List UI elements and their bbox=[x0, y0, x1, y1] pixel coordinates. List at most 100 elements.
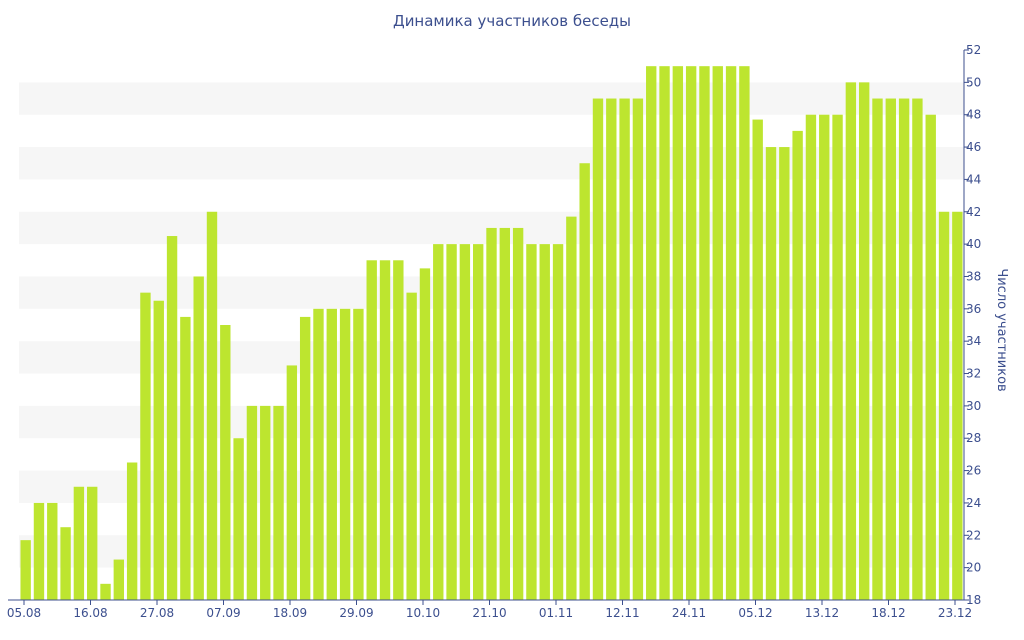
y-axis-ticks: 18 20 22 24 26 28 30 32 34 36 38 40 42 44 46 48 50 52 bbox=[964, 43, 981, 607]
bar bbox=[579, 163, 590, 600]
bar bbox=[925, 114, 936, 601]
x-tick-label: 05.08 bbox=[7, 606, 41, 620]
bar bbox=[779, 147, 790, 600]
bar bbox=[472, 244, 484, 600]
grid-band bbox=[19, 82, 964, 115]
x-tick-label: 21.10 bbox=[472, 606, 506, 620]
bar bbox=[659, 66, 670, 601]
bar bbox=[832, 114, 843, 601]
x-tick-label: 29.09 bbox=[339, 606, 373, 620]
x-tick-label: 16.08 bbox=[73, 606, 107, 620]
bar bbox=[366, 260, 377, 600]
bar bbox=[459, 244, 471, 600]
bar bbox=[206, 211, 218, 600]
x-tick-label: 13.12 bbox=[805, 606, 839, 620]
x-tick-label: 23.12 bbox=[938, 606, 972, 620]
bar bbox=[938, 211, 950, 600]
bars bbox=[20, 66, 963, 601]
bar bbox=[672, 66, 684, 601]
bar bbox=[100, 583, 111, 600]
y-tick-label: 20 bbox=[966, 561, 981, 575]
bar bbox=[260, 405, 271, 600]
y-tick-label: 28 bbox=[966, 431, 981, 445]
bar bbox=[632, 98, 644, 600]
bar bbox=[592, 98, 604, 600]
bar bbox=[313, 308, 324, 600]
x-tick-label: 27.08 bbox=[140, 606, 174, 620]
bar bbox=[60, 527, 71, 600]
y-tick-label: 40 bbox=[966, 237, 981, 251]
y-tick-label: 30 bbox=[966, 399, 981, 413]
bar bbox=[685, 66, 697, 601]
y-tick-label: 46 bbox=[966, 140, 981, 154]
bar bbox=[153, 300, 164, 600]
bar bbox=[326, 308, 337, 600]
bar bbox=[539, 244, 550, 600]
y-tick-label: 42 bbox=[966, 205, 981, 219]
bar bbox=[419, 268, 431, 600]
bar bbox=[140, 292, 151, 600]
bar bbox=[619, 98, 630, 600]
bar bbox=[872, 98, 883, 600]
y-tick-label: 22 bbox=[966, 528, 981, 542]
bar bbox=[180, 316, 191, 600]
y-tick-label: 18 bbox=[966, 593, 981, 607]
bar bbox=[20, 540, 31, 600]
y-tick-label: 34 bbox=[966, 334, 981, 348]
bar bbox=[299, 316, 311, 600]
bar bbox=[246, 405, 258, 600]
bar bbox=[446, 244, 457, 600]
bar bbox=[898, 98, 910, 600]
bar bbox=[805, 114, 817, 601]
bar bbox=[952, 211, 963, 600]
x-tick-label: 07.09 bbox=[206, 606, 240, 620]
y-tick-label: 48 bbox=[966, 108, 981, 122]
x-tick-label: 18.12 bbox=[871, 606, 905, 620]
y-tick-label: 52 bbox=[966, 43, 981, 57]
bar bbox=[552, 244, 564, 600]
bar bbox=[885, 98, 896, 600]
y-tick-label: 24 bbox=[966, 496, 981, 510]
bar bbox=[739, 66, 750, 601]
bar bbox=[526, 244, 537, 600]
bar bbox=[725, 66, 737, 601]
bar bbox=[845, 82, 857, 600]
bar bbox=[393, 260, 404, 600]
bar bbox=[646, 66, 657, 601]
bar bbox=[193, 276, 204, 600]
bar bbox=[126, 462, 138, 600]
bar bbox=[339, 308, 351, 600]
bar bbox=[912, 98, 923, 600]
y-tick-label: 50 bbox=[966, 75, 981, 89]
bar bbox=[73, 486, 85, 600]
x-tick-label: 05.12 bbox=[738, 606, 772, 620]
bar bbox=[353, 308, 364, 600]
axes bbox=[8, 50, 965, 601]
bar bbox=[712, 66, 723, 601]
bar bbox=[113, 559, 125, 600]
x-tick-label: 10.10 bbox=[406, 606, 440, 620]
bar bbox=[752, 119, 763, 600]
y-tick-label: 32 bbox=[966, 367, 981, 381]
chart-title: Динамика участников беседы bbox=[392, 12, 632, 30]
bar bbox=[499, 227, 511, 601]
bar bbox=[512, 227, 524, 601]
bar bbox=[819, 114, 830, 601]
x-tick-label: 24.11 bbox=[672, 606, 706, 620]
bar bbox=[220, 325, 231, 600]
y-tick-label: 38 bbox=[966, 269, 981, 283]
bar bbox=[433, 244, 444, 600]
bar bbox=[379, 260, 391, 600]
x-axis-ticks: 05.08 16.08 27.08 07.09 18.09 29.09 10.10 21.10… bbox=[7, 600, 972, 620]
x-tick-label: 01.11 bbox=[539, 606, 573, 620]
bar bbox=[699, 66, 710, 601]
y-tick-label: 26 bbox=[966, 464, 981, 478]
bar bbox=[606, 98, 617, 600]
bar bbox=[166, 236, 178, 600]
bar bbox=[566, 216, 577, 600]
bar bbox=[286, 365, 298, 600]
x-tick-label: 12.11 bbox=[605, 606, 639, 620]
bar bbox=[792, 130, 803, 600]
y-axis-title: Число участников bbox=[994, 268, 1009, 391]
bar bbox=[233, 438, 244, 600]
